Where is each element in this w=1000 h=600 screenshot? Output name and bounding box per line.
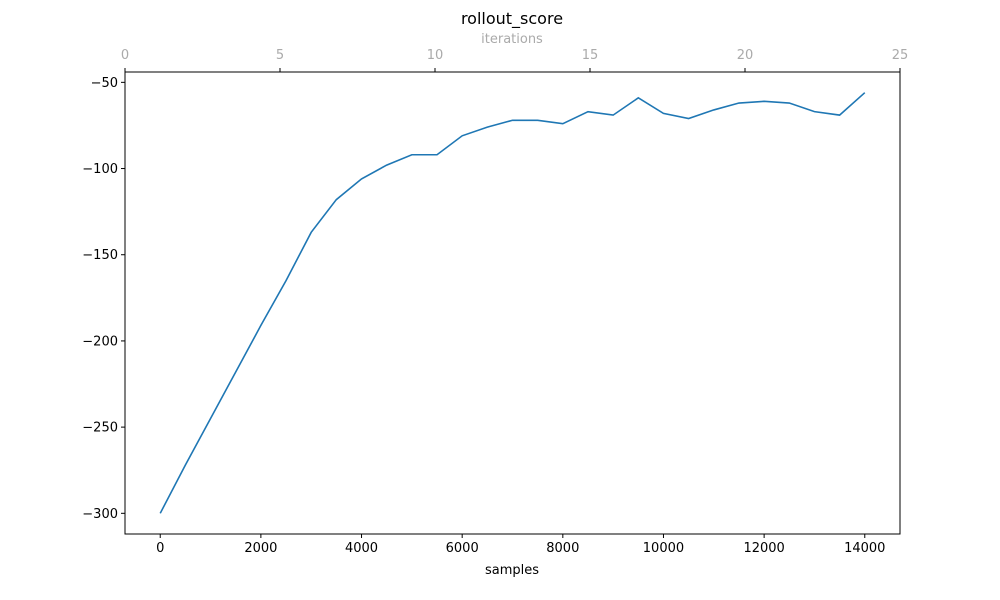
left-tick-label: −200 xyxy=(82,334,118,349)
bottom-axis-ticks: 0 2000 4000 6000 8000 10000 12000 14000 xyxy=(156,534,885,556)
bottom-tick-label: 12000 xyxy=(743,541,784,556)
top-tick-label: 15 xyxy=(582,48,599,63)
top-tick-label: 0 xyxy=(121,48,129,63)
bottom-tick-label: 2000 xyxy=(244,541,277,556)
top-tick-label: 25 xyxy=(892,48,909,63)
left-axis-ticks: −300 −250 −200 −150 −100 −50 xyxy=(82,76,125,522)
chart-title: rollout_score xyxy=(461,9,563,29)
left-tick-label: −150 xyxy=(82,248,118,263)
left-tick-label: −250 xyxy=(82,421,118,436)
series-line xyxy=(159,92,866,514)
top-tick-label: 10 xyxy=(427,48,444,63)
top-axis-label: iterations xyxy=(481,32,543,47)
left-tick-label: −100 xyxy=(82,162,118,177)
top-axis-ticks: 0 5 10 15 20 25 xyxy=(121,48,908,72)
top-tick-label: 5 xyxy=(276,48,284,63)
bottom-tick-label: 0 xyxy=(156,541,164,556)
bottom-tick-label: 8000 xyxy=(546,541,579,556)
bottom-tick-label: 10000 xyxy=(643,541,684,556)
top-tick-label: 20 xyxy=(737,48,754,63)
bottom-axis-label: samples xyxy=(485,563,539,578)
bottom-tick-label: 6000 xyxy=(446,541,479,556)
bottom-tick-label: 4000 xyxy=(345,541,378,556)
left-tick-label: −50 xyxy=(91,76,118,91)
bottom-tick-label: 14000 xyxy=(844,541,885,556)
left-tick-label: −300 xyxy=(82,507,118,522)
plot-area-frame xyxy=(124,71,901,535)
